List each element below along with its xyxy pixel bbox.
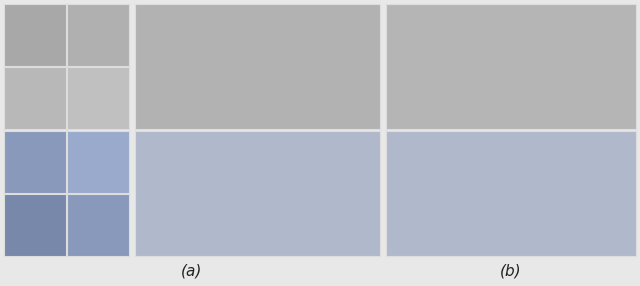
Text: (b): (b) (500, 264, 522, 279)
Text: (a): (a) (181, 264, 203, 279)
